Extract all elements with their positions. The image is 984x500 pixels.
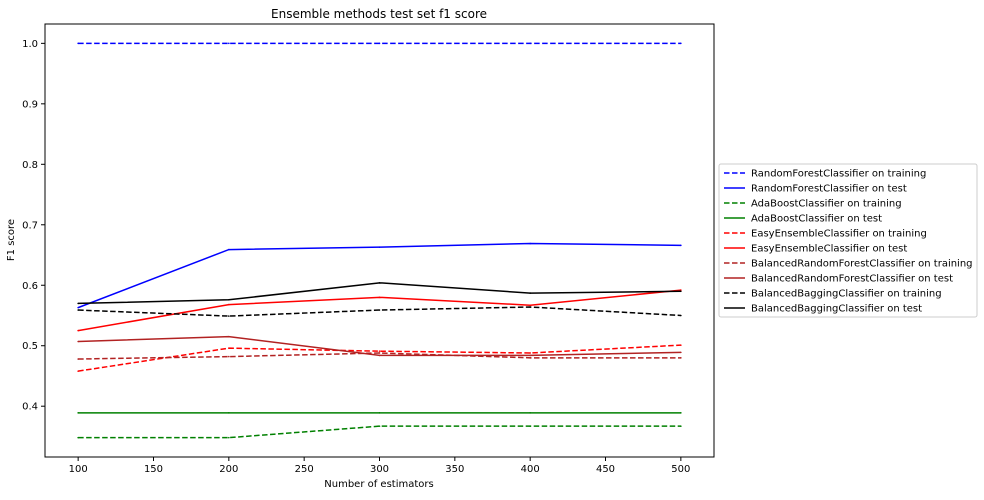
y-axis: 0.4 0.5 0.6 0.7 0.8 0.9 1.0 <box>22 39 45 413</box>
legend-label-4: EasyEnsembleClassifier on training <box>751 229 927 240</box>
data-point-3-2 <box>378 412 381 414</box>
data-point-7-2 <box>378 354 381 357</box>
plot-area <box>77 42 682 439</box>
data-point-8-0 <box>77 309 79 311</box>
data-point-7-4 <box>680 351 682 354</box>
data-point-6-4 <box>680 357 682 359</box>
data-point-4-3 <box>529 352 531 354</box>
data-point-5-0 <box>77 329 79 332</box>
data-point-0-4 <box>680 42 682 45</box>
legend-label-9: BalancedBaggingClassifier on test <box>751 304 922 315</box>
data-point-1-3 <box>529 242 531 245</box>
legend-label-2: AdaBoostClassifier on training <box>751 199 902 210</box>
y-tick-label: 0.4 <box>22 402 38 413</box>
x-tick-label: 350 <box>445 464 464 475</box>
data-point-1-4 <box>680 244 682 247</box>
legend-box <box>718 163 978 318</box>
y-tick-label: 0.7 <box>22 220 38 231</box>
chart-title: Ensemble methods test set f1 score <box>271 7 487 21</box>
data-point-8-3 <box>529 306 531 308</box>
y-tick-label: 0.5 <box>22 341 38 352</box>
x-tick-label: 300 <box>370 464 389 475</box>
x-tick-label: 150 <box>144 464 163 475</box>
data-point-3-3 <box>529 412 531 414</box>
data-point-6-1 <box>228 355 230 358</box>
data-point-1-2 <box>378 246 381 248</box>
legend: RandomForestClassifier on training Random… <box>718 163 978 318</box>
data-point-2-1 <box>228 436 230 439</box>
data-point-0-1 <box>228 42 230 45</box>
data-point-9-0 <box>77 302 79 305</box>
series-line-2 <box>78 425 681 439</box>
data-point-4-0 <box>77 370 79 372</box>
data-point-7-3 <box>529 354 531 357</box>
data-point-0-3 <box>529 42 531 45</box>
x-tick-label: 450 <box>596 464 615 475</box>
legend-label-8: BalancedBaggingClassifier on training <box>751 289 942 300</box>
x-tick-label: 250 <box>295 464 314 475</box>
data-point-3-0 <box>77 412 79 414</box>
data-point-0-0 <box>77 42 79 45</box>
data-point-1-0 <box>77 306 79 309</box>
legend-label-3: AdaBoostClassifier on test <box>751 214 882 225</box>
data-point-5-4 <box>680 289 682 291</box>
x-tick-label: 400 <box>521 464 540 475</box>
data-point-2-3 <box>529 425 531 427</box>
data-point-8-2 <box>378 309 381 311</box>
data-point-4-4 <box>680 344 682 346</box>
data-point-2-2 <box>378 425 381 427</box>
legend-label-5: EasyEnsembleClassifier on test <box>751 244 907 255</box>
data-point-5-2 <box>378 296 381 299</box>
y-tick-label: 0.6 <box>22 281 38 292</box>
data-point-8-4 <box>680 314 682 317</box>
data-point-7-0 <box>77 340 79 343</box>
data-point-9-1 <box>228 298 230 301</box>
data-point-7-1 <box>228 335 230 338</box>
legend-label-6: BalancedRandomForestClassifier on traini… <box>751 259 973 270</box>
data-point-0-2 <box>378 42 381 45</box>
data-point-9-2 <box>378 282 381 284</box>
data-point-8-1 <box>228 315 230 317</box>
data-point-4-1 <box>228 347 230 349</box>
data-point-2-0 <box>77 436 79 439</box>
data-point-4-2 <box>378 350 381 352</box>
legend-label-7: BalancedRandomForestClassifier on test <box>751 274 953 285</box>
y-axis-label: F1 score <box>6 219 17 261</box>
data-point-5-1 <box>228 303 230 306</box>
legend-label-0: RandomForestClassifier on training <box>751 169 926 180</box>
x-axis: 100 150 200 250 300 350 400 450 500 <box>69 457 690 475</box>
data-point-9-4 <box>680 290 682 293</box>
data-point-1-1 <box>228 248 230 251</box>
data-point-3-1 <box>228 412 230 414</box>
data-point-5-3 <box>529 304 531 307</box>
data-point-9-3 <box>529 292 531 294</box>
x-tick-label: 200 <box>219 464 238 475</box>
y-tick-label: 0.8 <box>22 160 38 171</box>
series-line-4 <box>78 344 681 372</box>
data-point-6-0 <box>77 358 79 360</box>
data-point-6-3 <box>529 357 531 359</box>
data-point-2-4 <box>680 425 682 427</box>
x-tick-label: 100 <box>69 464 88 475</box>
data-point-3-4 <box>680 412 682 414</box>
x-tick-label: 500 <box>671 464 690 475</box>
y-tick-label: 0.9 <box>22 99 38 110</box>
legend-label-1: RandomForestClassifier on test <box>751 184 907 195</box>
y-tick-label: 1.0 <box>22 39 38 50</box>
x-axis-label: Number of estimators <box>324 479 433 490</box>
series-line-8 <box>78 306 681 317</box>
data-point-6-2 <box>378 352 381 354</box>
